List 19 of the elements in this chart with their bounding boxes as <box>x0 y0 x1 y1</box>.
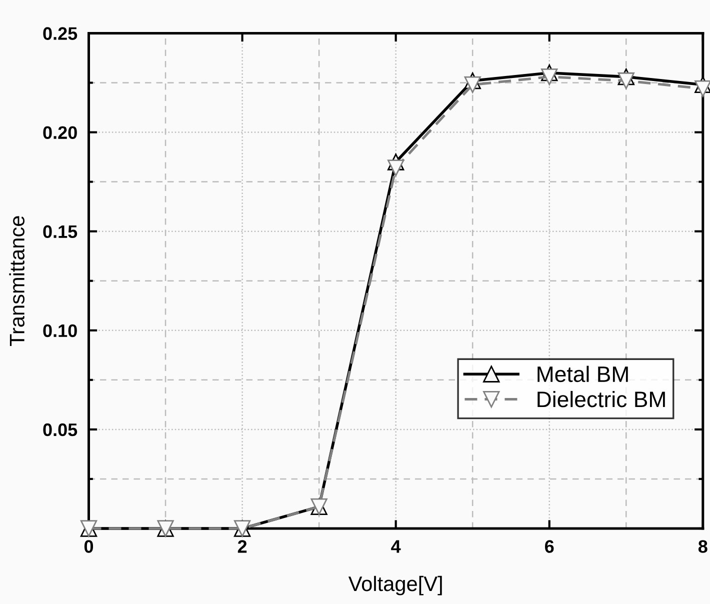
x-tick-label: 6 <box>545 540 554 553</box>
point <box>387 160 404 176</box>
point <box>541 68 558 86</box>
x-tick-label: 2 <box>238 540 247 553</box>
legend-label: Metal BM <box>538 366 628 382</box>
y-tick-label: 0.20 <box>43 126 77 139</box>
x-tick-label: 8 <box>698 540 708 553</box>
y-axis-title: Transmittance <box>9 216 24 346</box>
point <box>618 72 634 90</box>
x-tick-label: 4 <box>391 540 401 553</box>
y-tick-label: 0.25 <box>43 27 78 40</box>
y-tick-label: 0.10 <box>43 324 77 338</box>
point <box>694 80 710 98</box>
y-tick-label: 0.05 <box>43 423 78 436</box>
y-tick-label: 0.15 <box>43 225 78 238</box>
point <box>464 76 481 94</box>
x-axis-title: Voltage[V] <box>348 576 442 596</box>
legend-label: Dielectric BM <box>538 390 665 408</box>
x-tick-label: 0 <box>84 540 94 553</box>
